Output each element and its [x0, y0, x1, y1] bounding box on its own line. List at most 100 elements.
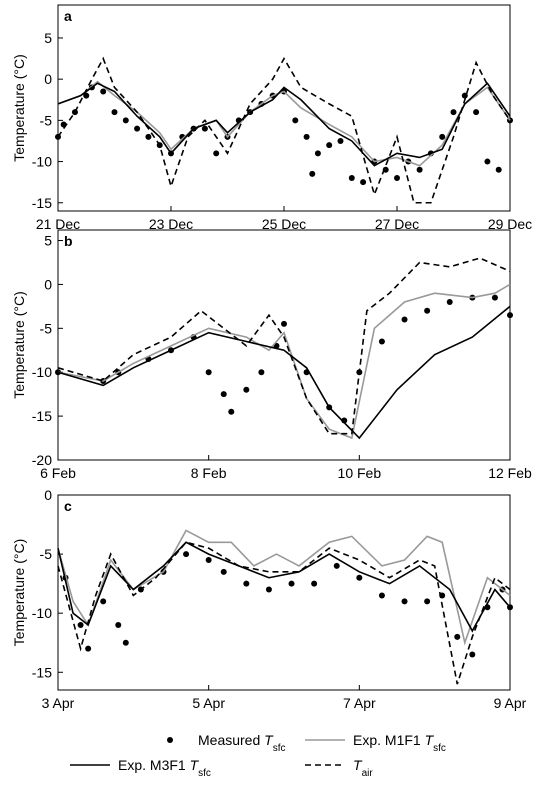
data-point [183, 551, 190, 558]
y-tick-label: 0 [44, 276, 52, 292]
x-tick-label: 12 Feb [488, 465, 532, 481]
y-axis-label: Temperature (°C) [11, 539, 27, 647]
y-tick-label: -10 [32, 364, 52, 380]
x-tick-label: 6 Feb [40, 465, 76, 481]
legend-var: T [264, 732, 274, 748]
plot-frame [57, 4, 511, 212]
data-line [57, 82, 511, 167]
legend-text: Exp. M3F1 [118, 757, 190, 773]
data-point [484, 158, 491, 165]
y-tick-label: -15 [32, 664, 52, 680]
x-tick-label: 5 Apr [192, 695, 225, 711]
data-point [243, 580, 250, 587]
data-point [292, 117, 299, 124]
y-axis-label: Temperature (°C) [11, 291, 27, 399]
data-line [57, 541, 511, 685]
data-point [401, 316, 408, 323]
data-point [401, 598, 408, 605]
data-point [265, 586, 272, 593]
panel-label: a [64, 8, 72, 24]
y-tick-label: 0 [44, 487, 52, 503]
legend-text: Exp. M1F1 [353, 732, 425, 748]
y-tick-label: -5 [40, 320, 53, 336]
data-point [333, 562, 340, 569]
y-tick-label: 5 [44, 30, 52, 46]
legend-text: Measured [198, 732, 264, 748]
legend-label: Tair [353, 757, 373, 779]
y-axis-label: Temperature (°C) [11, 54, 27, 162]
y-tick-label: 0 [44, 71, 52, 87]
data-point [258, 369, 265, 376]
legend-sub: sfc [198, 768, 211, 779]
data-point [314, 150, 321, 157]
data-line [57, 257, 511, 435]
data-point [439, 133, 446, 140]
data-line [57, 80, 511, 167]
data-point [461, 92, 468, 99]
data-point [424, 307, 431, 314]
data-point [378, 338, 385, 345]
x-tick-label: 10 Feb [338, 465, 382, 481]
x-tick-label: 8 Feb [191, 465, 227, 481]
plot-frame [57, 494, 511, 691]
legend-entry: Exp. M1F1 Tsfc [305, 732, 446, 754]
x-tick-label: 27 Dec [375, 216, 419, 232]
x-tick-label: 29 Dec [488, 216, 532, 232]
data-point [309, 170, 316, 177]
legend-entry: Measured Tsfc [167, 732, 286, 754]
y-tick-label: -10 [32, 154, 52, 170]
x-tick-label: 21 Dec [36, 216, 80, 232]
data-point [507, 312, 513, 319]
data-point [134, 125, 141, 132]
data-point [311, 580, 318, 587]
data-point [201, 125, 208, 132]
legend-var: T [353, 757, 363, 773]
data-point [243, 386, 250, 393]
data-point [356, 574, 363, 581]
data-point [100, 598, 107, 605]
y-tick-label: -5 [40, 546, 53, 562]
data-point [122, 117, 129, 124]
legend-label: Measured Tsfc [198, 732, 286, 754]
data-point [450, 109, 457, 116]
data-point [220, 391, 227, 398]
data-point [205, 557, 212, 563]
data-point [303, 133, 310, 140]
data-point [491, 294, 498, 301]
data-point [446, 298, 453, 305]
data-point [337, 137, 344, 144]
legend-var: T [425, 732, 435, 748]
plot-frame [57, 229, 511, 461]
y-tick-label: -20 [32, 452, 52, 468]
x-tick-label: 3 Apr [42, 695, 75, 711]
data-point [228, 408, 235, 415]
panel: -15 -10 -5 0 5 21 Dec 23 Dec 25 Dec 27 Dec 29 Dec… [11, 4, 532, 232]
data-line [57, 283, 511, 440]
data-point [348, 175, 355, 182]
data-line [57, 305, 511, 440]
data-point [213, 150, 220, 157]
data-point [469, 651, 476, 658]
data-line [57, 56, 511, 204]
data-point [378, 592, 385, 599]
data-point [122, 639, 129, 646]
data-point [416, 166, 423, 173]
data-point [288, 580, 295, 587]
legend-sub: sfc [273, 743, 286, 754]
legend-symbol [167, 737, 173, 743]
data-line [57, 541, 511, 633]
y-tick-label: 5 [44, 233, 52, 249]
panel-label: c [64, 498, 72, 514]
data-point [454, 633, 461, 640]
y-tick-label: -5 [40, 112, 53, 128]
legend-sub: sfc [433, 743, 446, 754]
legend-label: Exp. M1F1 Tsfc [353, 732, 446, 754]
data-point [145, 133, 152, 140]
data-point [360, 179, 367, 186]
y-tick-label: -15 [32, 195, 52, 211]
legend-entry: Exp. M3F1 Tsfc [70, 757, 211, 779]
data-point [424, 598, 431, 605]
y-tick-label: -10 [32, 605, 52, 621]
data-point [100, 88, 107, 95]
